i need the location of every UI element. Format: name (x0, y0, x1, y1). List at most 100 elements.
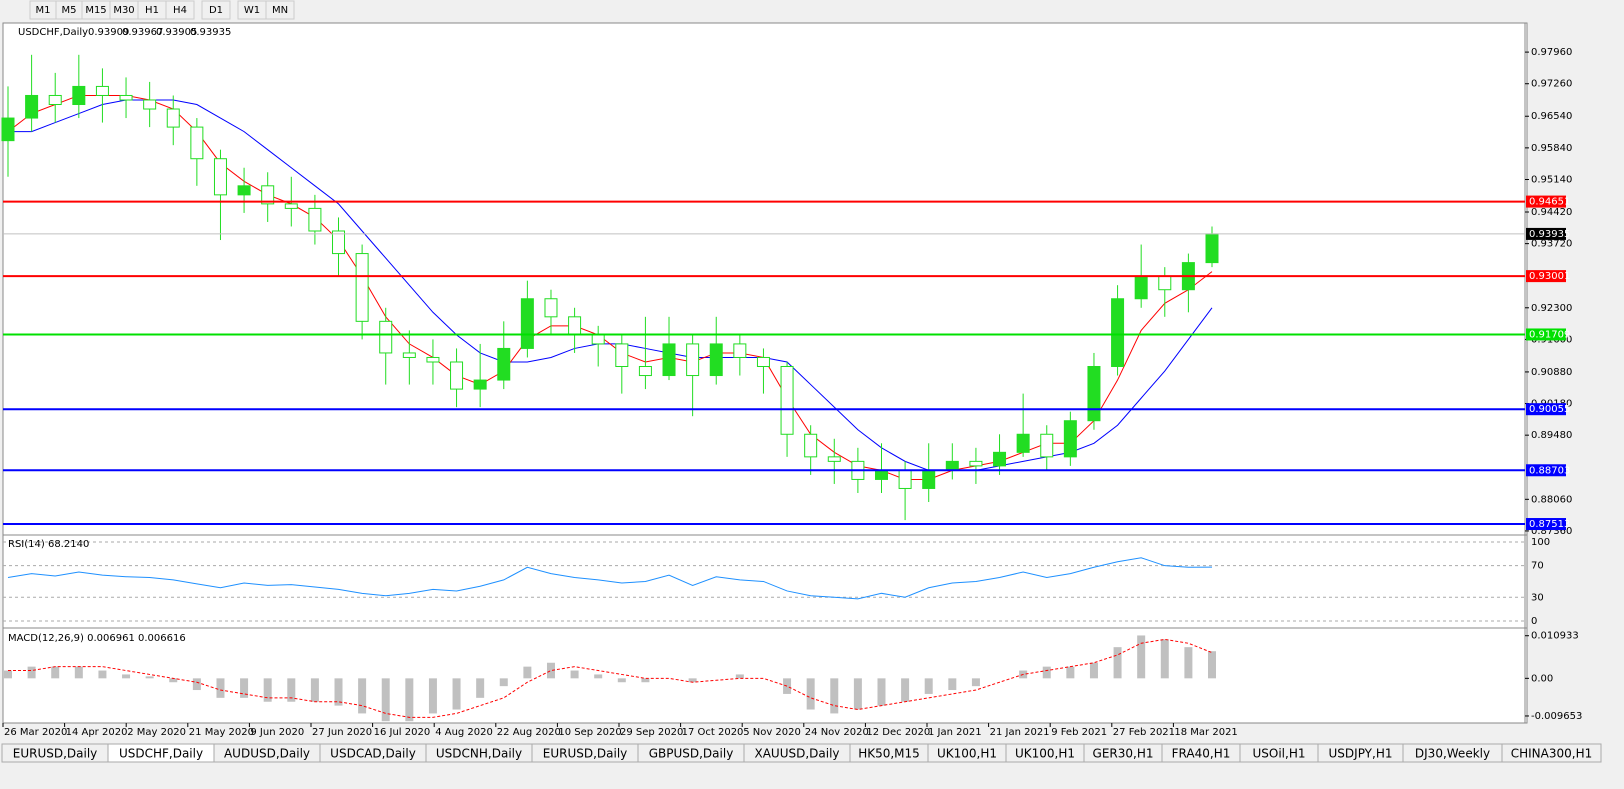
candle-body (520, 298, 534, 349)
level-label: 0.87513 (1529, 519, 1570, 530)
ohlc-value: 0.93935 (190, 27, 231, 38)
macd-bar (499, 678, 508, 687)
macd-bar (452, 678, 461, 710)
level-label: 0.93001 (1529, 271, 1570, 282)
timeframe-label[interactable]: H1 (145, 5, 159, 16)
level-label: 0.88703 (1529, 465, 1570, 476)
y-tick-label: 0.97260 (1531, 79, 1572, 90)
current-price-label: 0.93935 (1529, 229, 1570, 240)
chart-tab-label[interactable]: XAUUSD,Daily (754, 747, 839, 761)
timeframe-button[interactable] (265, 0, 295, 20)
timeframe-label[interactable]: D1 (209, 5, 223, 16)
y-tick-label: 0.92300 (1531, 303, 1572, 314)
timeframe-label[interactable]: M30 (113, 5, 134, 16)
y-tick-label: 0.89480 (1531, 430, 1572, 441)
candle-body (213, 158, 227, 196)
macd-bar (1184, 647, 1193, 679)
candle-body (497, 347, 511, 381)
chart-tab-label[interactable]: HK50,M15 (858, 747, 920, 761)
macd-bar (688, 678, 697, 683)
chart-tab-label[interactable]: USDJPY,H1 (1329, 747, 1393, 761)
chart-tab-label[interactable]: FRA40,H1 (1172, 747, 1231, 761)
candle-body (638, 366, 652, 377)
indicator-title: MACD(12,26,9) 0.006961 0.006616 (8, 633, 186, 644)
macd-bar (1208, 651, 1216, 679)
macd-bar (641, 678, 650, 683)
timeframe-button[interactable] (165, 0, 195, 20)
macd-bar (1113, 647, 1122, 679)
y-tick-label: 100 (1531, 537, 1550, 548)
candle-body (1205, 233, 1219, 264)
chart-tab-label[interactable]: UK100,H1 (937, 747, 997, 761)
y-tick-label: 0.95840 (1531, 143, 1572, 154)
y-tick-label: 0.010933 (1531, 631, 1579, 642)
macd-bar (1042, 666, 1051, 679)
y-tick-label: 0.93720 (1531, 239, 1572, 250)
candle-body (780, 366, 794, 435)
macd-bar (1160, 639, 1169, 679)
chart-tab-label[interactable]: EURUSD,Daily (13, 747, 98, 761)
macd-bar (74, 666, 83, 679)
candle-body (450, 361, 464, 390)
timeframe-label[interactable]: H4 (173, 5, 187, 16)
macd-bar (358, 678, 367, 714)
timeframe-label[interactable]: W1 (244, 5, 260, 16)
x-tick-label: 9 Feb 2021 (1051, 727, 1107, 738)
chart-tab-label[interactable]: AUDUSD,Daily (224, 747, 310, 761)
chart-tab-label[interactable]: GER30,H1 (1093, 747, 1154, 761)
current-price-bg (1526, 227, 1566, 240)
candle-body (237, 185, 251, 196)
candle-body (709, 343, 723, 377)
macd-bar (98, 670, 107, 679)
timeframe-label[interactable]: M1 (36, 5, 51, 16)
macd-bar (570, 670, 579, 679)
x-tick-label: 5 Nov 2020 (743, 727, 801, 738)
timeframe-label[interactable]: MN (272, 5, 288, 16)
macd-bar (924, 678, 933, 694)
macd-bar (523, 666, 532, 679)
chart-window (2, 22, 1528, 724)
x-tick-label: 16 Jul 2020 (374, 727, 431, 738)
macd-bar (948, 678, 957, 691)
macd-bar (145, 676, 154, 679)
candle-body (1063, 420, 1077, 458)
y-tick-label: 0.97960 (1531, 47, 1572, 58)
macd-bar (51, 666, 60, 679)
candle-body (568, 316, 582, 336)
candle-body (143, 99, 157, 110)
timeframe-label[interactable]: M15 (85, 5, 106, 16)
macd-bar (971, 678, 980, 687)
chart-tab-label[interactable]: USDCAD,Daily (330, 747, 416, 761)
candle-body (473, 379, 487, 390)
chart-tab-label[interactable]: GBPUSD,Daily (649, 747, 734, 761)
x-tick-label: 26 Mar 2020 (4, 727, 67, 738)
x-tick-label: 4 Aug 2020 (435, 727, 493, 738)
chart-tab-label[interactable]: EURUSD,Daily (543, 747, 628, 761)
x-tick-label: 27 Jun 2020 (312, 727, 372, 738)
chart-tab-label[interactable]: USDCHF,Daily (119, 747, 203, 761)
macd-bar (428, 678, 437, 714)
candle-body (95, 85, 109, 96)
candle-body (190, 126, 204, 160)
chart-tab-label[interactable]: UK100,H1 (1015, 747, 1075, 761)
timeframe-label[interactable]: M5 (62, 5, 77, 16)
candle-body (969, 460, 983, 467)
y-tick-label: 0.95140 (1531, 174, 1572, 185)
macd-bar (1089, 662, 1098, 679)
chart-tab-label[interactable]: USOil,H1 (1253, 747, 1306, 761)
macd-bar (806, 678, 815, 710)
candle-body (284, 203, 298, 209)
macd-bar (192, 678, 201, 691)
chart-tab-label[interactable]: CHINA300,H1 (1511, 747, 1593, 761)
y-tick-label: 0 (1531, 616, 1537, 627)
chart-tab[interactable] (1501, 743, 1602, 763)
timeframe-button[interactable] (201, 0, 231, 20)
chart-tab-label[interactable]: DJ30,Weekly (1415, 747, 1490, 761)
macd-bar (617, 678, 626, 683)
macd-bar (546, 662, 555, 679)
macd-bar (263, 678, 272, 702)
chart-tab-label[interactable]: USDCNH,Daily (436, 747, 522, 761)
level-label-bg (1526, 518, 1566, 531)
